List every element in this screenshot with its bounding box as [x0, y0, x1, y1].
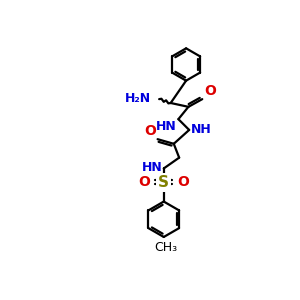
Text: O: O: [204, 84, 216, 98]
Text: O: O: [178, 175, 190, 189]
Text: HN: HN: [156, 120, 177, 133]
Text: H₂N: H₂N: [124, 92, 151, 105]
Text: NH: NH: [191, 123, 212, 136]
Text: CH₃: CH₃: [154, 241, 178, 254]
Text: O: O: [138, 175, 150, 189]
Text: O: O: [144, 124, 156, 138]
Text: HN: HN: [142, 161, 162, 174]
Text: S: S: [158, 175, 169, 190]
